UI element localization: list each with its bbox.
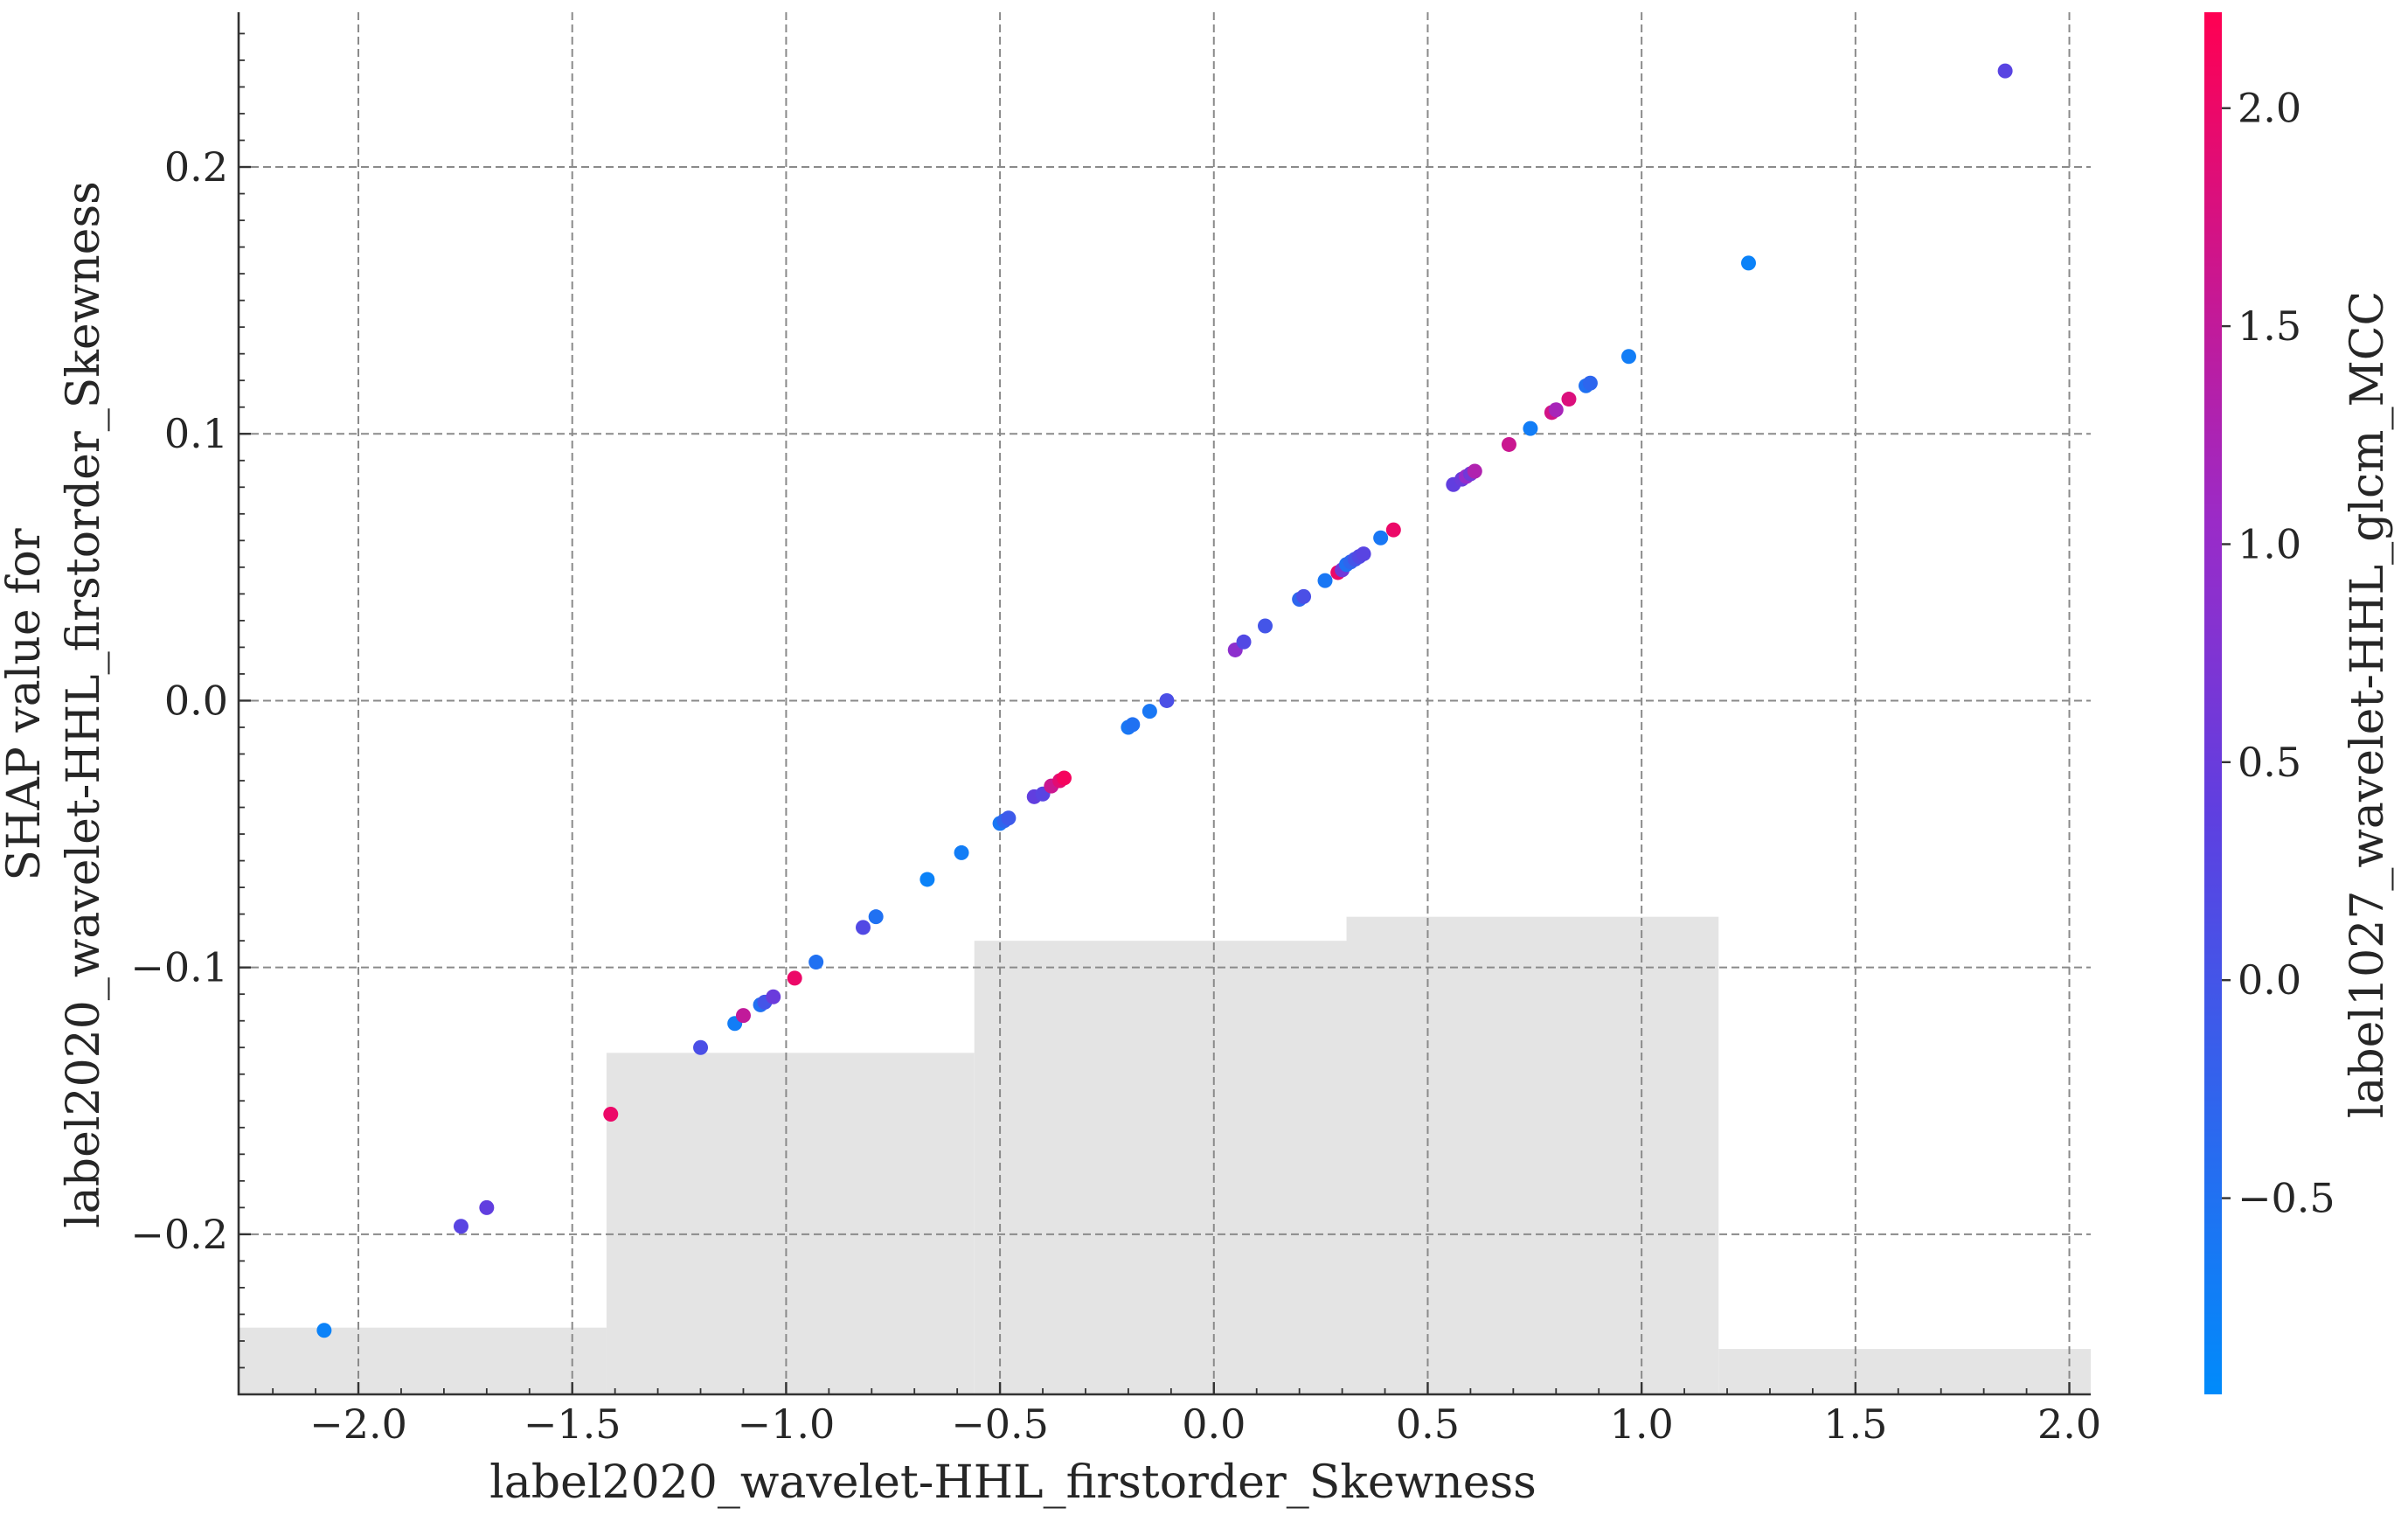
- histogram-bin-1: [606, 1053, 975, 1394]
- data-point-48: [1501, 436, 1516, 452]
- histogram-bin-0: [239, 1327, 607, 1394]
- data-point-10: [787, 970, 802, 986]
- data-point-0: [316, 1323, 332, 1338]
- x-tick-label-3: −0.5: [951, 1400, 1049, 1448]
- data-point-23: [1056, 770, 1072, 786]
- data-point-1: [453, 1219, 468, 1234]
- colorbar-gradient: [2204, 12, 2222, 1394]
- data-point-15: [954, 844, 969, 860]
- x-tick-label-8: 2.0: [2037, 1400, 2101, 1448]
- y-tick-label-1: −0.1: [130, 944, 228, 991]
- data-point-41: [1373, 530, 1389, 546]
- data-point-30: [1258, 618, 1273, 634]
- data-point-12: [855, 920, 871, 935]
- colorbar-tick-label-2: 0.5: [2238, 739, 2301, 786]
- histogram-bin-4: [1718, 1349, 2091, 1394]
- data-point-4: [693, 1039, 709, 1055]
- data-point-11: [808, 955, 824, 970]
- data-point-9: [766, 989, 781, 1004]
- histogram-bin-2: [974, 941, 1347, 1394]
- data-point-13: [868, 909, 884, 925]
- data-point-47: [1467, 463, 1482, 479]
- data-point-55: [1620, 349, 1636, 365]
- y-axis-label-line-2: label2020_wavelet-HHL_firstorder_Skewnes…: [58, 181, 110, 1228]
- data-point-18: [1001, 810, 1017, 826]
- data-point-2: [479, 1199, 495, 1215]
- data-point-6: [735, 1008, 751, 1024]
- data-point-40: [1356, 546, 1371, 562]
- y-tick-label-0: −0.2: [130, 1211, 228, 1258]
- data-point-42: [1385, 522, 1401, 538]
- colorbar: −0.5 0.0 0.5 1.0 1.5 2.0 label1027_wavelet-HH…: [2204, 12, 2394, 1394]
- data-point-14: [919, 872, 935, 887]
- colorbar-tick-label-1: 0.0: [2238, 956, 2301, 1004]
- y-tick-label-2: 0.0: [164, 677, 228, 724]
- grid-lines: [239, 12, 2091, 1394]
- data-point-49: [1523, 420, 1538, 436]
- y-tick-label-4: 0.2: [164, 143, 228, 191]
- x-axis-ticks: −2.0 −1.5 −1.0 −0.5 0.0 0.5 1.0 1.5 2.0: [272, 1382, 2101, 1448]
- data-point-25: [1125, 717, 1141, 733]
- data-point-57: [1997, 63, 2013, 79]
- colorbar-tick-label-5: 2.0: [2238, 85, 2301, 132]
- x-tick-label-6: 1.0: [1610, 1400, 1674, 1448]
- y-tick-label-3: 0.1: [164, 410, 228, 457]
- x-tick-label-0: −2.0: [309, 1400, 407, 1448]
- x-tick-label-4: 0.0: [1182, 1400, 1246, 1448]
- feature-histogram-background: [239, 916, 2091, 1394]
- data-point-33: [1317, 573, 1333, 588]
- scatter-points: [316, 63, 2013, 1338]
- y-axis-label-line-1: SHAP value for: [0, 528, 51, 880]
- x-tick-label-1: −1.5: [524, 1400, 621, 1448]
- colorbar-tick-label-0: −0.5: [2238, 1175, 2335, 1222]
- x-tick-label-7: 1.5: [1823, 1400, 1887, 1448]
- data-point-54: [1582, 375, 1598, 391]
- data-point-26: [1142, 704, 1157, 719]
- x-tick-label-2: −1.0: [738, 1400, 836, 1448]
- data-point-3: [603, 1107, 619, 1122]
- colorbar-ticks: −0.5 0.0 0.5 1.0 1.5 2.0: [2222, 85, 2335, 1222]
- colorbar-label: label1027_wavelet-HHL_glcm_MCC: [2342, 291, 2394, 1119]
- y-axis-label: SHAP value for label2020_wavelet-HHL_fir…: [0, 181, 110, 1228]
- data-point-29: [1236, 634, 1252, 650]
- x-axis-label: label2020_wavelet-HHL_firstorder_Skewnes…: [489, 1456, 1537, 1509]
- data-point-27: [1159, 692, 1175, 708]
- data-point-56: [1740, 255, 1756, 271]
- colorbar-tick-label-4: 1.5: [2238, 302, 2301, 350]
- data-point-52: [1561, 392, 1577, 407]
- x-tick-label-5: 0.5: [1396, 1400, 1460, 1448]
- data-point-32: [1296, 588, 1312, 604]
- data-point-51: [1548, 402, 1564, 418]
- histogram-bin-3: [1346, 916, 1719, 1394]
- y-axis-ticks: −0.2 −0.1 0.0 0.1 0.2: [130, 32, 251, 1395]
- colorbar-tick-label-3: 1.0: [2238, 520, 2301, 567]
